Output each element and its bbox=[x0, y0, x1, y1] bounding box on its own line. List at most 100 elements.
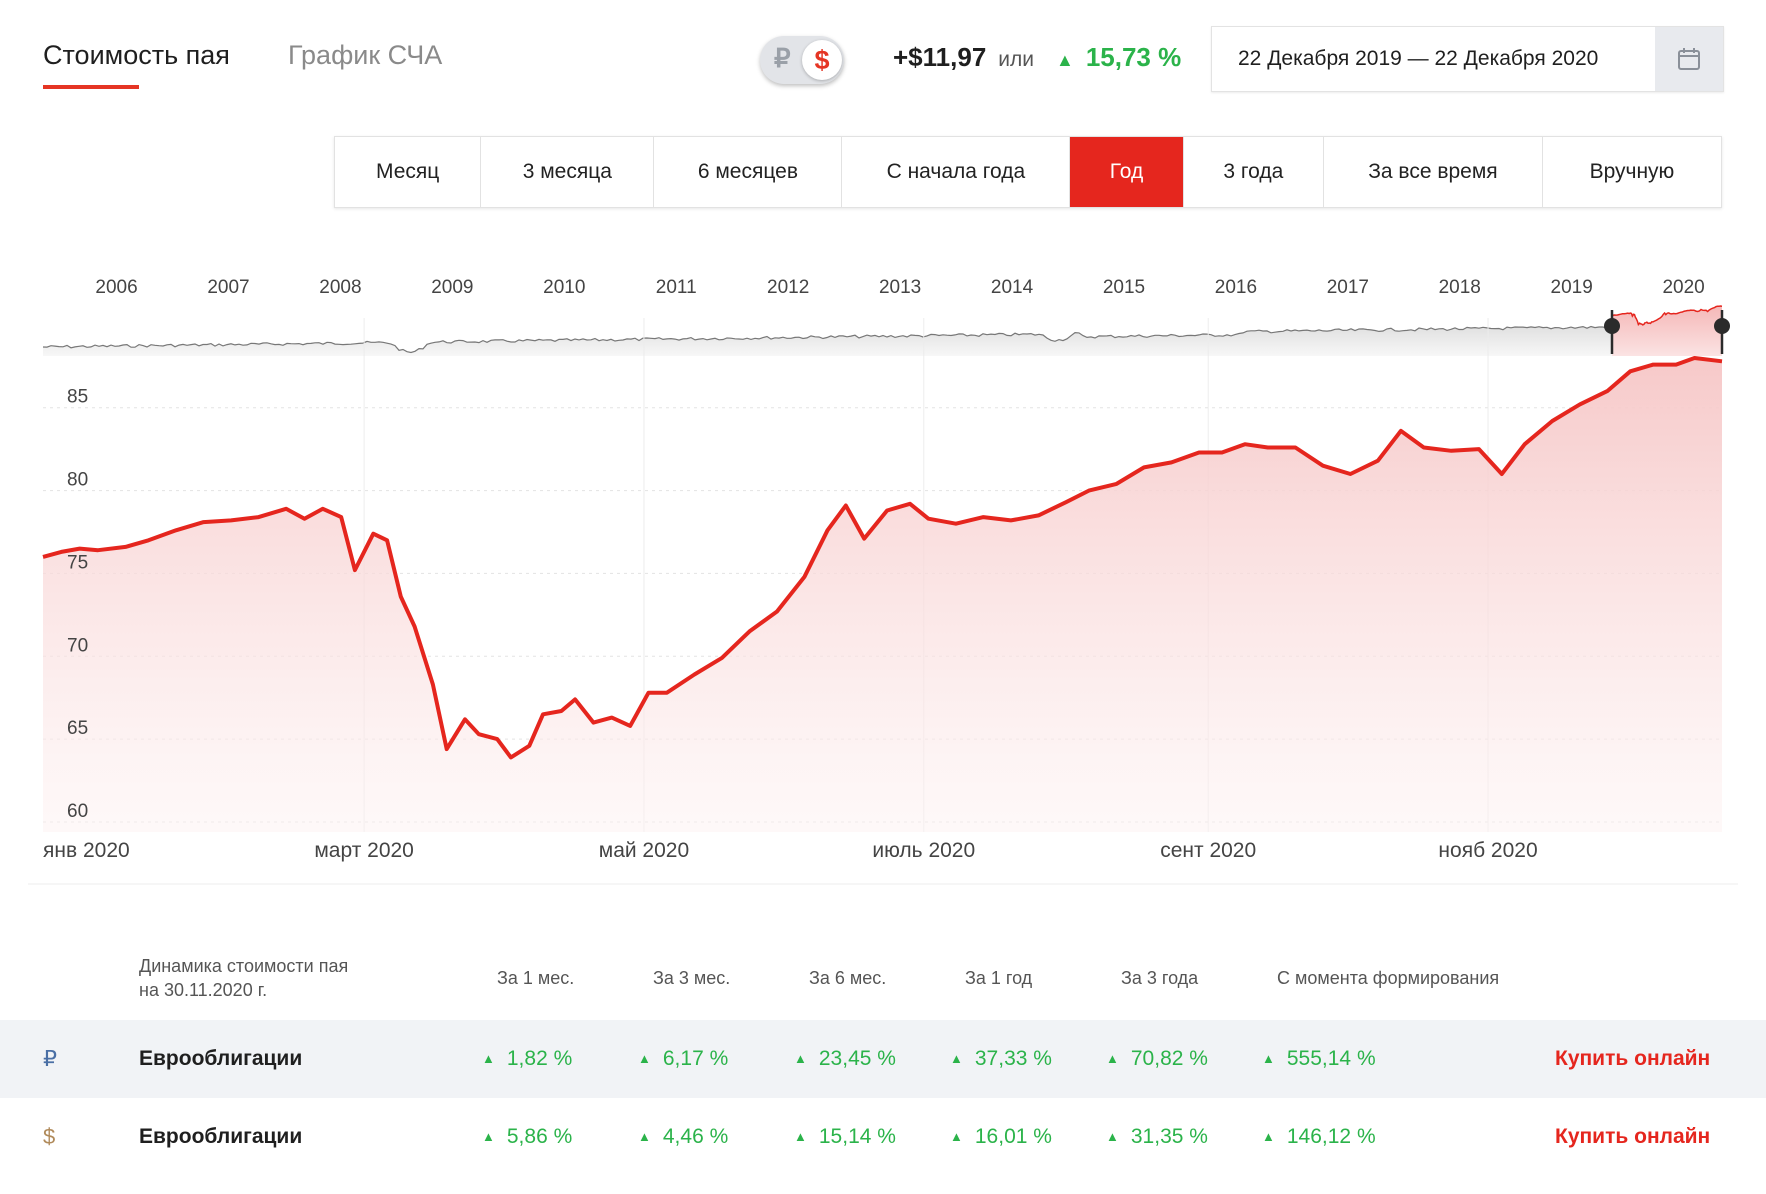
up-arrow-icon: ▲ bbox=[638, 1051, 651, 1066]
usd-symbol: $ bbox=[43, 1124, 56, 1149]
x-tick-label: май 2020 bbox=[599, 839, 689, 862]
period-6-months[interactable]: 6 месяцев bbox=[654, 137, 843, 207]
navigator-year-label: 2016 bbox=[1215, 277, 1257, 298]
up-arrow-icon: ▲ bbox=[794, 1129, 807, 1144]
calendar-button[interactable] bbox=[1655, 27, 1723, 91]
period-3-months[interactable]: 3 месяца bbox=[481, 137, 655, 207]
pct-6m: ▲ 15,14 % bbox=[794, 1125, 896, 1148]
navigator-year-label: 2010 bbox=[543, 277, 585, 298]
pct-3m: ▲ 4,46 % bbox=[638, 1125, 729, 1148]
tab-unit-price[interactable]: Стоимость пая bbox=[43, 40, 230, 89]
currency-toggle[interactable]: ₽ $ bbox=[760, 36, 844, 84]
range-handle[interactable] bbox=[1604, 318, 1620, 334]
y-tick-label: 60 bbox=[67, 801, 88, 822]
col-1y: За 1 год bbox=[965, 968, 1033, 988]
period-selector: Месяц 3 месяца 6 месяцев С начала года Г… bbox=[334, 136, 1722, 208]
up-arrow-icon: ▲ bbox=[638, 1129, 651, 1144]
fund-name: Еврооблигации bbox=[139, 1125, 303, 1148]
period-all-time[interactable]: За все время bbox=[1324, 137, 1543, 207]
usd-option[interactable]: $ bbox=[802, 40, 842, 80]
x-tick-label: нояб 2020 bbox=[1438, 839, 1537, 862]
navigator-year-label: 2015 bbox=[1103, 277, 1145, 298]
col-1m: За 1 мес. bbox=[497, 968, 575, 988]
navigator-year-label: 2006 bbox=[95, 277, 137, 298]
navigator-year-label: 2018 bbox=[1439, 277, 1481, 298]
navigator-year-label: 2019 bbox=[1551, 277, 1593, 298]
navigator-year-label: 2009 bbox=[431, 277, 473, 298]
col-3y: За 3 года bbox=[1121, 968, 1199, 988]
navigator-selected-area bbox=[1612, 306, 1722, 356]
y-tick-label: 85 bbox=[67, 387, 88, 408]
date-range-text[interactable]: 22 Декабря 2019 — 22 Декабря 2020 bbox=[1238, 47, 1599, 70]
navigator-selected-line bbox=[1611, 305, 1723, 326]
change-or-label: или bbox=[998, 48, 1034, 71]
navigator-year-label: 2011 bbox=[656, 277, 697, 298]
pct-inception: ▲ 146,12 % bbox=[1262, 1125, 1376, 1148]
range-navigator[interactable]: 2006 2007 2008 2009 2010 2011 2012 2013 2014 2015… bbox=[42, 277, 1730, 356]
x-tick-label: сент 2020 bbox=[1160, 839, 1256, 862]
period-year[interactable]: Год bbox=[1070, 137, 1184, 207]
table-title-line2: на 30.11.2020 г. bbox=[139, 980, 268, 1000]
y-tick-label: 80 bbox=[67, 470, 88, 491]
navigator-area bbox=[43, 325, 1612, 356]
navigator-line bbox=[42, 325, 1612, 354]
pct-1y: ▲ 37,33 % bbox=[950, 1047, 1052, 1070]
x-tick-label: янв 2020 bbox=[43, 839, 130, 862]
table-title-line1: Динамика стоимости пая bbox=[139, 956, 349, 976]
buy-online-link[interactable]: Купить онлайн bbox=[1555, 1047, 1711, 1070]
up-arrow-icon: ▲ bbox=[950, 1129, 963, 1144]
series-line bbox=[42, 356, 1723, 760]
table-title: Динамика стоимости пая на 30.11.2020 г. bbox=[139, 954, 348, 1002]
period-ytd[interactable]: С начала года bbox=[842, 137, 1071, 207]
change-percent: 15,73 % bbox=[1085, 42, 1182, 72]
period-3-years[interactable]: 3 года bbox=[1184, 137, 1324, 207]
up-arrow-icon: ▲ bbox=[1262, 1129, 1275, 1144]
y-tick-label: 70 bbox=[67, 635, 88, 656]
pct-3m: ▲ 6,17 % bbox=[638, 1047, 729, 1070]
up-arrow-icon: ▲ bbox=[1106, 1051, 1119, 1066]
navigator-year-label: 2007 bbox=[207, 277, 249, 298]
fund-name: Еврооблигации bbox=[139, 1047, 303, 1070]
x-tick-label: март 2020 bbox=[314, 839, 414, 862]
period-manual[interactable]: Вручную bbox=[1589, 160, 1675, 183]
pct-1m: ▲ 1,82 % bbox=[482, 1047, 573, 1070]
up-arrow-icon: ▲ bbox=[482, 1051, 495, 1066]
col-3m: За 3 мес. bbox=[653, 968, 731, 988]
pct-6m: ▲ 23,45 % bbox=[794, 1047, 896, 1070]
y-tick-label: 75 bbox=[67, 552, 88, 573]
tab-nav-chart[interactable]: График СЧА bbox=[287, 40, 443, 70]
change-absolute: +$11,97 bbox=[893, 42, 987, 72]
pct-1y: ▲ 16,01 % bbox=[950, 1125, 1052, 1148]
pct-1m: ▲ 5,86 % bbox=[482, 1125, 573, 1148]
navigator-year-label: 2020 bbox=[1662, 277, 1704, 298]
up-arrow-icon: ▲ bbox=[1106, 1129, 1119, 1144]
chart-tabs: Стоимость пая График СЧА bbox=[43, 40, 442, 89]
rub-option[interactable]: ₽ bbox=[774, 43, 791, 73]
price-chart: 2006 2007 2008 2009 2010 2011 2012 2013 2014 2015… bbox=[28, 277, 1738, 885]
navigator-year-label: 2014 bbox=[991, 277, 1034, 298]
col-6m: За 6 мес. bbox=[809, 968, 887, 988]
period-change: +$11,97 или ▲ 15,73 % bbox=[893, 42, 1181, 73]
navigator-year-label: 2017 bbox=[1327, 277, 1369, 298]
up-arrow-icon: ▲ bbox=[950, 1051, 963, 1066]
series-area bbox=[43, 358, 1722, 832]
navigator-year-label: 2013 bbox=[879, 277, 921, 298]
table-row: $ Еврооблигации ▲ 5,86 % ▲ 4,46 % ▲ 15,14 %… bbox=[0, 1098, 1766, 1176]
up-arrow-icon: ▲ bbox=[794, 1051, 807, 1066]
up-arrow-icon: ▲ bbox=[482, 1129, 495, 1144]
up-arrow-icon: ▲ bbox=[1056, 50, 1074, 70]
navigator-year-label: 2008 bbox=[319, 277, 361, 298]
pct-3y: ▲ 31,35 % bbox=[1106, 1125, 1208, 1148]
pct-inception: ▲ 555,14 % bbox=[1262, 1047, 1376, 1070]
date-range-picker[interactable]: 22 Декабря 2019 — 22 Декабря 2020 bbox=[1211, 26, 1724, 92]
buy-online-link[interactable]: Купить онлайн bbox=[1555, 1125, 1711, 1148]
table-row: ₽ Еврооблигации ▲ 1,82 % ▲ 6,17 % ▲ 23,45 %… bbox=[0, 1020, 1766, 1098]
range-handle[interactable] bbox=[1714, 318, 1730, 334]
col-inception: С момента формирования bbox=[1277, 968, 1500, 988]
y-tick-label: 65 bbox=[67, 718, 88, 739]
pct-3y: ▲ 70,82 % bbox=[1106, 1047, 1208, 1070]
period-month[interactable]: Месяц bbox=[335, 137, 482, 207]
navigator-year-label: 2012 bbox=[767, 277, 809, 298]
rub-symbol: ₽ bbox=[43, 1046, 57, 1071]
x-tick-label: июль 2020 bbox=[872, 839, 975, 862]
